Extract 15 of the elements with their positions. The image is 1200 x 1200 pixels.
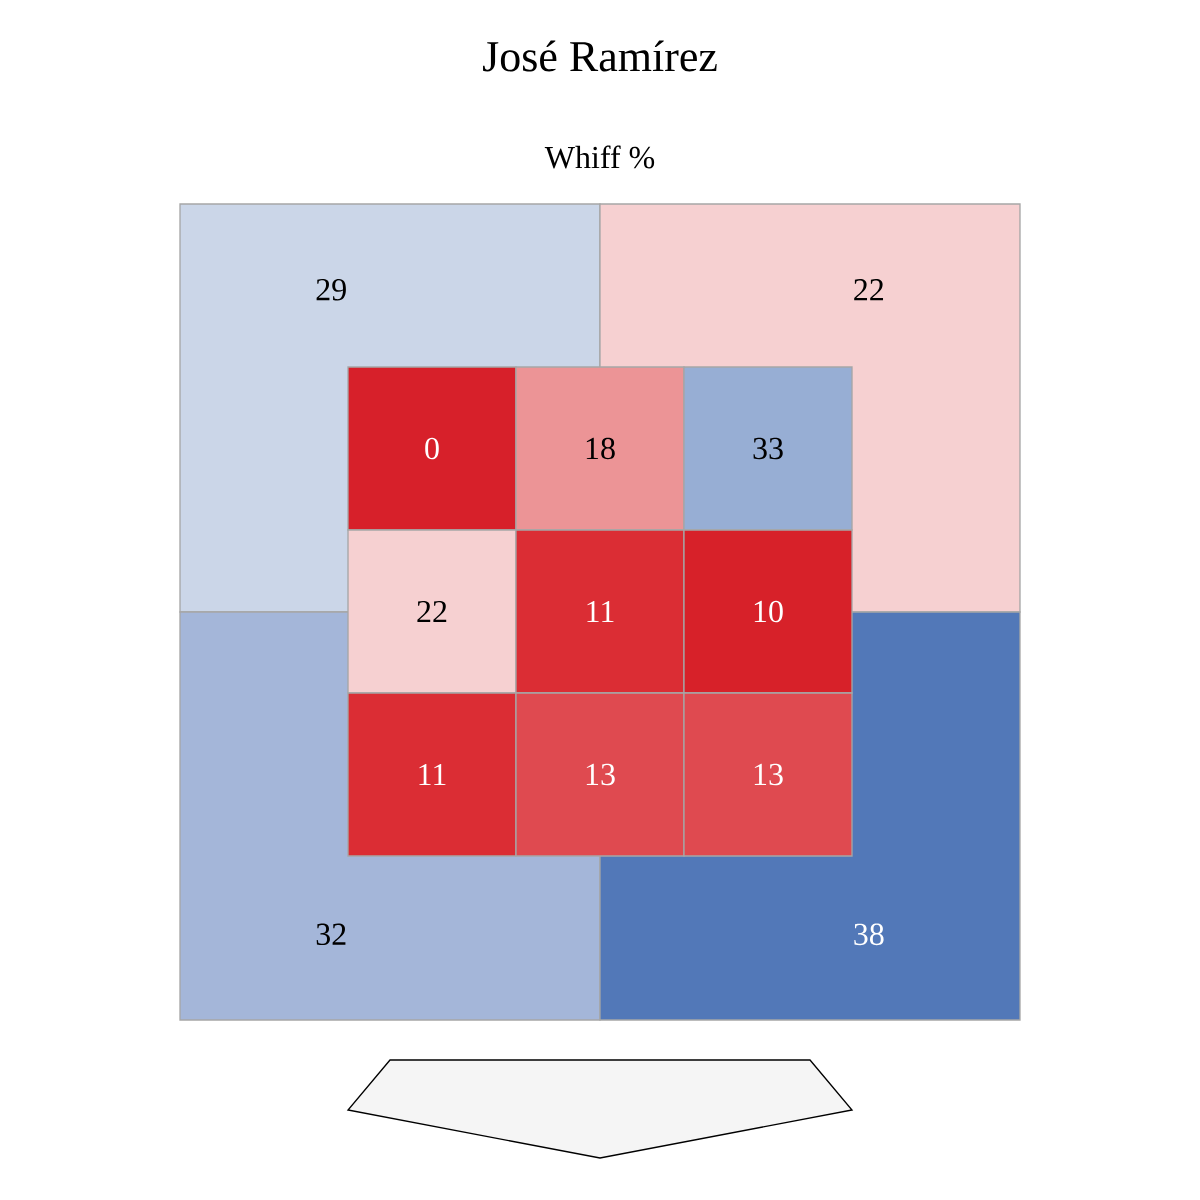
chart-title: José Ramírez [483, 40, 717, 72]
data-label: 13 [754, 763, 783, 786]
data-label: 32 [316, 923, 346, 946]
data-label: 13 [586, 763, 615, 786]
chart-subtitle: Whiff % [544, 145, 655, 169]
data-label: 18 [586, 437, 615, 460]
data-label: 33 [753, 437, 783, 460]
data-label: 11 [419, 763, 446, 786]
data-label: 0 [425, 437, 439, 460]
data-label: 29 [316, 278, 346, 301]
data-label: 38 [854, 923, 884, 946]
data-label: 11 [587, 600, 614, 623]
data-label: 22 [854, 279, 884, 301]
data-label: 22 [417, 600, 447, 623]
data-label: 10 [754, 600, 783, 623]
